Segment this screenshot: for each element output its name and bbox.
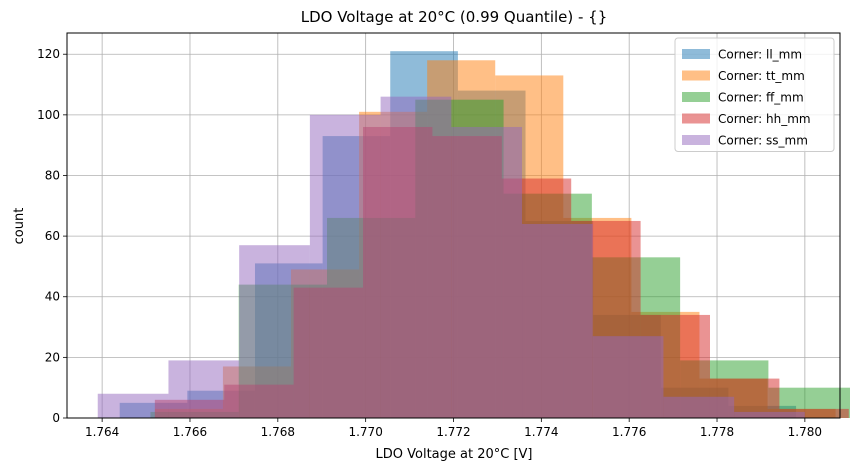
x-tick-label: 1.764 [85,425,119,439]
legend-label: Corner: tt_mm [718,69,805,83]
y-tick-label: 20 [45,350,60,364]
histogram-bar [380,96,452,419]
legend-label: Corner: ll_mm [718,48,802,62]
x-tick-label: 1.780 [788,425,822,439]
y-axis-label: count [12,208,27,245]
legend-label: Corner: hh_mm [718,112,811,126]
y-axis-ticks: 0 20 40 60 80 100 120 [37,47,67,425]
y-tick-label: 0 [52,411,60,425]
histogram-bar [451,126,523,418]
y-tick-label: 100 [37,108,60,122]
legend-swatch [682,135,710,145]
legend-swatch [682,113,710,124]
histogram-bar [309,114,381,418]
legend-swatch [682,92,710,102]
histogram-bar [522,223,593,418]
y-tick-label: 120 [37,47,60,61]
legend-swatch [682,49,710,59]
x-tick-label: 1.768 [261,425,295,439]
x-axis-label: LDO Voltage at 20°C [V] [376,447,533,462]
histogram-bar [97,393,169,418]
x-tick-label: 1.774 [524,425,558,439]
x-tick-label: 1.776 [612,425,646,439]
y-tick-label: 80 [45,168,60,182]
legend-swatch [682,70,710,81]
histogram-bar [592,336,664,418]
legend-label: Corner: ss_mm [718,134,808,148]
legend-box [674,37,835,152]
x-axis-ticks: 1.764 1.766 1.768 1.770 1.772 1.774 1.776 1.778… [85,418,822,439]
chart-title: LDO Voltage at 20°C (0.99 Quantile) - {} [301,8,608,26]
x-tick-label: 1.772 [436,425,470,439]
x-tick-label: 1.766 [173,425,207,439]
histogram-bar [168,360,240,418]
histogram-bars [97,51,850,419]
histogram-bar [779,408,849,418]
y-tick-label: 60 [45,229,60,243]
histogram-bar [663,396,735,418]
series-corner-ss-mm-bars [97,96,805,419]
histogram-bar [734,411,805,418]
x-tick-label: 1.778 [700,425,734,439]
y-tick-label: 40 [45,290,60,304]
legend: Corner: ll_mm Corner: tt_mm Corner: ff_mm C… [674,37,835,152]
x-tick-label: 1.770 [348,425,382,439]
legend-label: Corner: ff_mm [718,91,804,105]
histogram-bar [239,245,310,418]
